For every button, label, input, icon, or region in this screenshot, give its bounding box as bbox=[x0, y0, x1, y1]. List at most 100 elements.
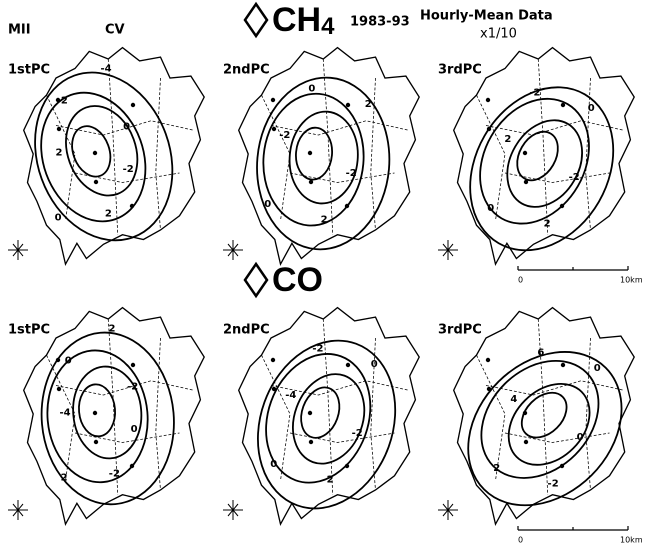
station bbox=[271, 358, 275, 362]
station bbox=[56, 98, 60, 102]
panel-label: 1stPC bbox=[8, 323, 50, 338]
scale-note: x1/10 bbox=[480, 27, 517, 42]
section-title: CH4 bbox=[272, 1, 335, 40]
station bbox=[309, 180, 313, 184]
contour-line bbox=[294, 382, 346, 443]
scale-label: 10km bbox=[620, 536, 643, 545]
contour-label: -2 bbox=[529, 88, 540, 99]
station bbox=[523, 411, 527, 415]
contour-line bbox=[286, 109, 362, 207]
compass bbox=[438, 500, 458, 520]
compass bbox=[223, 500, 243, 520]
contour-label: 2 bbox=[109, 323, 116, 334]
station bbox=[346, 103, 350, 107]
station bbox=[487, 387, 491, 391]
contour-label: 2 bbox=[321, 214, 328, 225]
compass bbox=[8, 500, 28, 520]
prefecture-map bbox=[454, 48, 635, 265]
contour-label: 0 bbox=[131, 424, 138, 435]
compass bbox=[223, 240, 243, 260]
contour-label: 2 bbox=[544, 218, 551, 229]
station bbox=[346, 363, 350, 367]
panel-label: 3rdPC bbox=[438, 323, 482, 338]
station bbox=[524, 440, 528, 444]
contour-label: 0 bbox=[487, 203, 494, 214]
contour-label: 0 bbox=[308, 84, 315, 95]
contour-line bbox=[12, 53, 195, 260]
scale-bar bbox=[518, 526, 628, 530]
contour-label: 0 bbox=[594, 363, 601, 374]
station bbox=[130, 204, 134, 208]
map-panel: 1stPC0-22-402-2 bbox=[8, 308, 204, 525]
contour-line bbox=[65, 121, 117, 182]
figure: MII CV 1983-93 Hourly-Mean Data x1/10 CH… bbox=[0, 0, 653, 556]
scale-bar bbox=[518, 266, 628, 270]
station bbox=[57, 127, 61, 131]
contour-line bbox=[493, 368, 606, 481]
contour-label: 2 bbox=[504, 134, 511, 145]
map-panel: 2ndPC-220-202 bbox=[223, 48, 419, 265]
panel-label: 2ndPC bbox=[223, 323, 270, 338]
station bbox=[487, 127, 491, 131]
contour-label: -2 bbox=[569, 172, 580, 183]
section-title: CO bbox=[272, 261, 323, 299]
station bbox=[93, 151, 97, 155]
station bbox=[94, 180, 98, 184]
contour-line bbox=[54, 96, 149, 206]
prefecture-map bbox=[239, 48, 420, 265]
contour-label: -2 bbox=[127, 382, 138, 393]
title-diamond bbox=[245, 264, 267, 296]
contour-label: 2 bbox=[493, 463, 500, 474]
station bbox=[308, 151, 312, 155]
contour-label: -4 bbox=[285, 390, 296, 401]
contour-line bbox=[77, 383, 117, 438]
contour-label: -2 bbox=[548, 478, 559, 489]
station bbox=[486, 358, 490, 362]
contour-label: 2 bbox=[365, 99, 372, 110]
contour-label: 2 bbox=[327, 474, 334, 485]
station bbox=[271, 98, 275, 102]
contour-label: -4 bbox=[59, 407, 70, 418]
contour-label: 2 bbox=[61, 472, 68, 483]
prefecture-map bbox=[239, 308, 420, 525]
prefecture-map bbox=[24, 48, 205, 265]
panel-label: 2ndPC bbox=[223, 63, 270, 78]
station bbox=[272, 387, 276, 391]
station bbox=[94, 440, 98, 444]
station bbox=[524, 180, 528, 184]
station bbox=[523, 151, 527, 155]
compass bbox=[8, 240, 28, 260]
contour-label: 0 bbox=[588, 103, 595, 114]
station bbox=[93, 411, 97, 415]
station bbox=[308, 411, 312, 415]
contour-line bbox=[442, 61, 642, 276]
station bbox=[561, 103, 565, 107]
prefecture-map bbox=[454, 308, 635, 525]
station bbox=[561, 363, 565, 367]
species: CH bbox=[272, 1, 321, 39]
contour-label: 0 bbox=[577, 432, 584, 443]
panel-label: 3rdPC bbox=[438, 63, 482, 78]
period-label: 1983-93 bbox=[350, 15, 410, 30]
contour-line bbox=[258, 90, 369, 230]
contour-label: -2 bbox=[352, 428, 363, 439]
scale-label: 10km bbox=[620, 276, 643, 285]
contour-label: 0 bbox=[55, 212, 62, 223]
station bbox=[56, 358, 60, 362]
station bbox=[560, 204, 564, 208]
contour-label: 2 bbox=[105, 208, 112, 219]
species-subscript: 4 bbox=[321, 13, 335, 40]
contour-label: 0 bbox=[65, 356, 72, 367]
panel-label: 1stPC bbox=[8, 63, 50, 78]
station bbox=[309, 440, 313, 444]
station bbox=[345, 464, 349, 468]
station bbox=[560, 464, 564, 468]
contour-label: 0 bbox=[270, 459, 277, 470]
contour-label: 0 bbox=[371, 359, 378, 370]
contour-label: 4 bbox=[510, 394, 517, 405]
contour-label: 0 bbox=[123, 122, 130, 133]
species: CO bbox=[272, 261, 323, 299]
station bbox=[57, 387, 61, 391]
